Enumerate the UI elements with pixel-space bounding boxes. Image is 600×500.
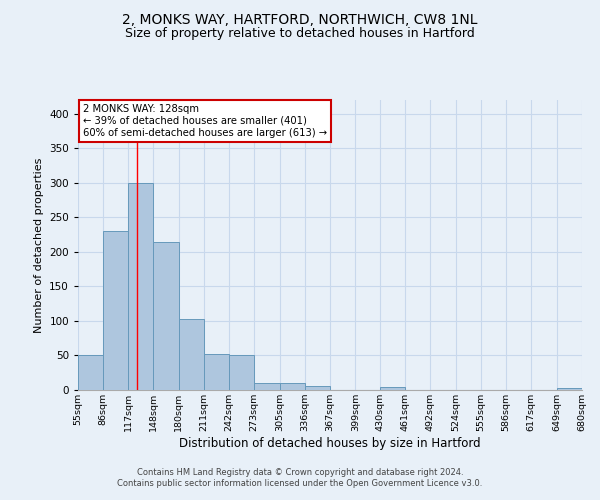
Bar xyxy=(204,354,229,390)
Y-axis label: Number of detached properties: Number of detached properties xyxy=(34,158,44,332)
Text: 2, MONKS WAY, HARTFORD, NORTHWICH, CW8 1NL: 2, MONKS WAY, HARTFORD, NORTHWICH, CW8 1… xyxy=(122,12,478,26)
Bar xyxy=(153,242,179,390)
Text: 2 MONKS WAY: 128sqm
← 39% of detached houses are smaller (401)
60% of semi-detac: 2 MONKS WAY: 128sqm ← 39% of detached ho… xyxy=(83,104,327,138)
Bar xyxy=(103,231,128,390)
Bar xyxy=(280,383,305,390)
Text: Size of property relative to detached houses in Hartford: Size of property relative to detached ho… xyxy=(125,28,475,40)
Bar xyxy=(179,319,204,390)
Bar xyxy=(229,356,254,390)
Bar xyxy=(78,356,103,390)
Bar xyxy=(557,388,582,390)
Bar xyxy=(128,183,153,390)
Text: Contains HM Land Registry data © Crown copyright and database right 2024.
Contai: Contains HM Land Registry data © Crown c… xyxy=(118,468,482,487)
Bar xyxy=(305,386,329,390)
X-axis label: Distribution of detached houses by size in Hartford: Distribution of detached houses by size … xyxy=(179,437,481,450)
Bar xyxy=(254,383,280,390)
Bar xyxy=(380,387,406,390)
